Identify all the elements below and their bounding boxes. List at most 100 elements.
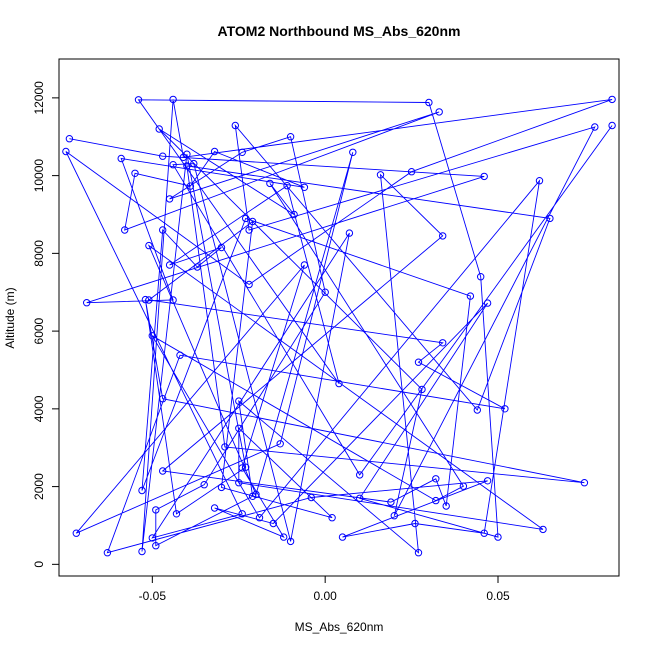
chart-title: ATOM2 Northbound MS_Abs_620nm [218, 23, 461, 39]
data-point [169, 296, 177, 304]
data-point [190, 159, 198, 168]
data-point [176, 351, 184, 359]
data-point [477, 273, 485, 281]
data-point [152, 542, 160, 550]
data-point [148, 332, 157, 340]
data-point [145, 296, 153, 304]
x-tick-label: 0.00 [313, 589, 337, 603]
data-point [535, 177, 544, 185]
data-point [439, 339, 447, 347]
data-point [221, 443, 229, 451]
data-point [442, 502, 450, 510]
y-axis-label: Altitude (m) [3, 287, 17, 348]
data-point [117, 154, 125, 163]
data-point [280, 533, 288, 541]
data-point [238, 148, 246, 157]
y-tick-label: 4000 [32, 395, 46, 422]
data-point [286, 133, 295, 141]
data-point [235, 479, 243, 487]
data-point [165, 195, 174, 203]
data-point [169, 161, 177, 169]
data-point [65, 135, 74, 143]
data-point [159, 226, 167, 234]
data-point [300, 261, 309, 269]
data-point [217, 243, 226, 252]
data-point [276, 440, 284, 448]
data-point [148, 534, 157, 542]
data-point [269, 519, 277, 528]
y-tick-label: 10000 [32, 159, 46, 193]
data-point [286, 537, 295, 546]
data-point [290, 210, 298, 219]
data-point [390, 512, 398, 520]
data-point [159, 467, 167, 475]
x-axis: -0.05 0.00 0.05 [139, 575, 510, 603]
data-point [414, 549, 423, 557]
data-point [138, 486, 146, 495]
data-point [238, 510, 246, 518]
data-point [580, 479, 589, 487]
data-point [480, 529, 488, 537]
data-point [217, 483, 226, 492]
data-point [480, 172, 488, 181]
data-point [121, 226, 129, 234]
data-point [186, 182, 195, 190]
data-point [473, 406, 481, 414]
data-point [134, 96, 143, 104]
data-point [245, 226, 253, 234]
data-point [414, 358, 423, 366]
data-point [155, 125, 163, 133]
data-point [183, 162, 191, 170]
series-layer [62, 95, 616, 557]
data-point [83, 299, 91, 307]
data-point [376, 171, 385, 179]
x-tick-label: -0.05 [139, 589, 167, 603]
x-tick-label: 0.05 [486, 589, 510, 603]
data-point [103, 549, 112, 557]
data-point [165, 261, 174, 269]
data-point [210, 147, 219, 156]
data-point [494, 533, 502, 541]
y-tick-label: 8000 [32, 240, 46, 267]
data-point [231, 121, 240, 130]
data-point [242, 214, 250, 223]
x-axis-label: MS_Abs_620nm [295, 620, 384, 634]
data-point [608, 95, 616, 104]
data-point [235, 424, 243, 432]
data-point [425, 98, 433, 107]
data-point [387, 498, 395, 506]
data-point [255, 514, 264, 522]
data-point [466, 292, 475, 300]
data-point [169, 95, 177, 104]
data-point [608, 121, 616, 130]
data-point [349, 148, 357, 157]
data-point [252, 490, 260, 499]
data-point [321, 288, 329, 296]
data-point [200, 481, 208, 489]
data-point [501, 405, 509, 413]
data-point [141, 295, 150, 304]
data-point [432, 475, 440, 483]
data-point [266, 179, 274, 188]
data-point [439, 232, 447, 240]
y-axis: 0 2000 4000 6000 8000 10000 12000 [32, 81, 60, 568]
data-point [193, 263, 202, 271]
data-point [72, 529, 81, 537]
data-point [338, 533, 347, 541]
data-point [300, 183, 309, 192]
data-point [210, 504, 219, 512]
data-point [138, 547, 146, 556]
data-point [546, 214, 554, 223]
data-point [407, 168, 416, 176]
data-point [483, 299, 492, 307]
data-point [418, 385, 426, 394]
data-point [356, 494, 364, 502]
y-tick-label: 6000 [32, 317, 46, 344]
data-point [248, 217, 257, 226]
data-point [345, 229, 354, 237]
y-tick-label: 0 [32, 561, 46, 568]
data-point [172, 510, 181, 518]
y-tick-label: 12000 [32, 81, 46, 115]
